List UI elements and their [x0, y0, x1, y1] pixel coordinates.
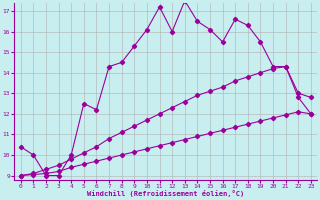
X-axis label: Windchill (Refroidissement éolien,°C): Windchill (Refroidissement éolien,°C)	[87, 190, 244, 197]
